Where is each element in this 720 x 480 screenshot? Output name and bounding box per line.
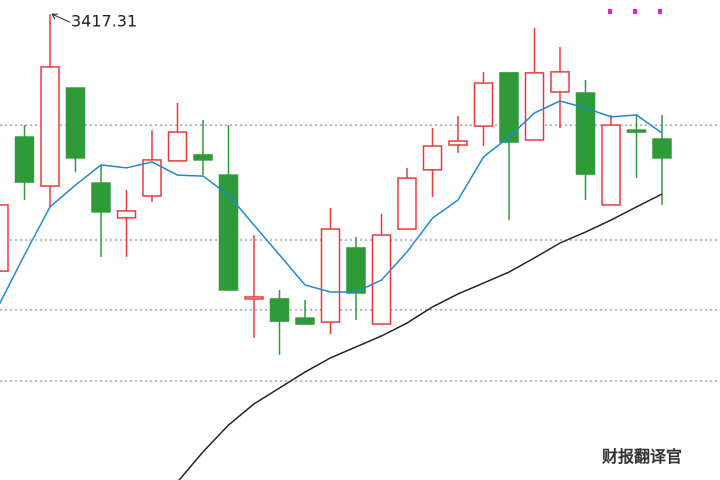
candle-body (320, 228, 341, 323)
watermark: 财报翻译官 (601, 447, 682, 466)
marker (608, 9, 612, 14)
candle-body (0, 204, 9, 272)
candle-body (295, 317, 315, 325)
annotation-arrow (51, 13, 71, 23)
candle-body (473, 82, 494, 127)
candle-body (269, 298, 290, 322)
candle-body (218, 174, 239, 291)
candle-body (193, 154, 213, 161)
candle-body (167, 131, 188, 162)
candle-body (91, 182, 111, 213)
top-markers (608, 9, 662, 14)
candle-body (116, 210, 137, 219)
moving-average-line (0, 100, 663, 305)
candle-body (575, 92, 596, 175)
candle-body (601, 124, 621, 206)
candle-body (244, 296, 264, 300)
candle-body (448, 140, 468, 146)
candle-body (550, 71, 570, 93)
candle-body (65, 87, 86, 159)
candle-body (14, 136, 35, 183)
marker (633, 9, 637, 14)
moving-average-line (178, 193, 663, 480)
candle-body (346, 247, 366, 294)
annotation-label: 3417.31 (71, 12, 137, 31)
candle-body (524, 72, 545, 141)
candle-body (142, 159, 162, 197)
candle-body (422, 145, 443, 171)
candle-body (499, 72, 519, 143)
marker (658, 9, 662, 14)
candle-body (397, 177, 417, 230)
candle-body (652, 138, 672, 159)
candle-body (626, 129, 647, 133)
candle-body (40, 66, 60, 187)
